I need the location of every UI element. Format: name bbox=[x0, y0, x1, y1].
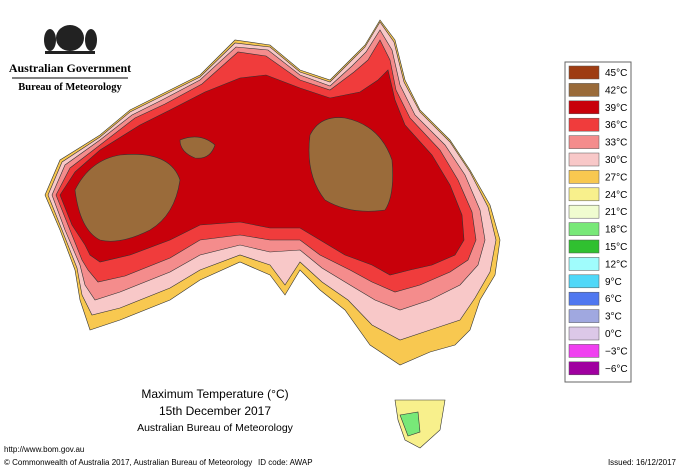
legend-swatch bbox=[568, 291, 600, 306]
legend-label: 33°C bbox=[605, 138, 627, 149]
legend-swatch bbox=[568, 100, 600, 115]
legend-label: 21°C bbox=[605, 207, 627, 218]
legend-swatch bbox=[568, 170, 600, 184]
gov-title: Australian Government bbox=[9, 61, 131, 75]
legend-swatch bbox=[568, 257, 600, 271]
legend-label: 42°C bbox=[605, 85, 627, 96]
copyright: © Commonwealth of Australia 2017, Austra… bbox=[4, 458, 252, 467]
bureau: Bureau of Meteorology bbox=[18, 82, 122, 93]
legend-swatch bbox=[568, 152, 600, 167]
legend-swatch bbox=[568, 204, 600, 219]
legend-label: 6°C bbox=[605, 294, 622, 305]
legend-swatch bbox=[568, 117, 600, 132]
legend-label: 30°C bbox=[605, 155, 627, 166]
legend-label: 15°C bbox=[605, 242, 627, 253]
legend-swatch bbox=[568, 309, 600, 323]
legend-label: 9°C bbox=[605, 277, 622, 288]
legend-label: 24°C bbox=[605, 190, 627, 201]
legend: 45°C 42°C 39°C 36°C 33°C 30°C 27°C 24°C 21°C 18°C… bbox=[568, 65, 628, 376]
legend-swatch bbox=[568, 187, 600, 202]
legend-swatch bbox=[568, 135, 600, 149]
map-source: Australian Bureau of Meteorology bbox=[137, 422, 294, 434]
legend-label: 27°C bbox=[605, 172, 627, 183]
australia-map bbox=[44, 19, 501, 449]
legend-label: 3°C bbox=[605, 312, 622, 323]
legend-swatch bbox=[568, 274, 600, 289]
legend-label: −6°C bbox=[605, 364, 628, 375]
legend-swatch bbox=[568, 83, 600, 97]
crest bbox=[44, 25, 97, 54]
legend-swatch bbox=[568, 222, 600, 236]
legend-swatch bbox=[568, 326, 600, 341]
map-date: 15th December 2017 bbox=[159, 404, 271, 418]
legend-label: 36°C bbox=[605, 120, 627, 131]
legend-swatch bbox=[568, 361, 600, 376]
issued: Issued: 16/12/2017 bbox=[608, 458, 677, 467]
legend-label: 12°C bbox=[605, 259, 627, 270]
legend-label: −3°C bbox=[605, 346, 628, 357]
legend-swatch bbox=[568, 65, 600, 80]
legend-label: 39°C bbox=[605, 103, 627, 114]
legend-label: 45°C bbox=[605, 68, 627, 79]
legend-label: 18°C bbox=[605, 225, 627, 236]
legend-label: 0°C bbox=[605, 329, 622, 340]
legend-swatch bbox=[568, 239, 600, 254]
legend-swatch bbox=[568, 344, 600, 358]
map-title: Maximum Temperature (°C) bbox=[141, 387, 288, 401]
url: http://www.bom.gov.au bbox=[4, 445, 84, 454]
id-code: ID code: AWAP bbox=[258, 458, 313, 467]
